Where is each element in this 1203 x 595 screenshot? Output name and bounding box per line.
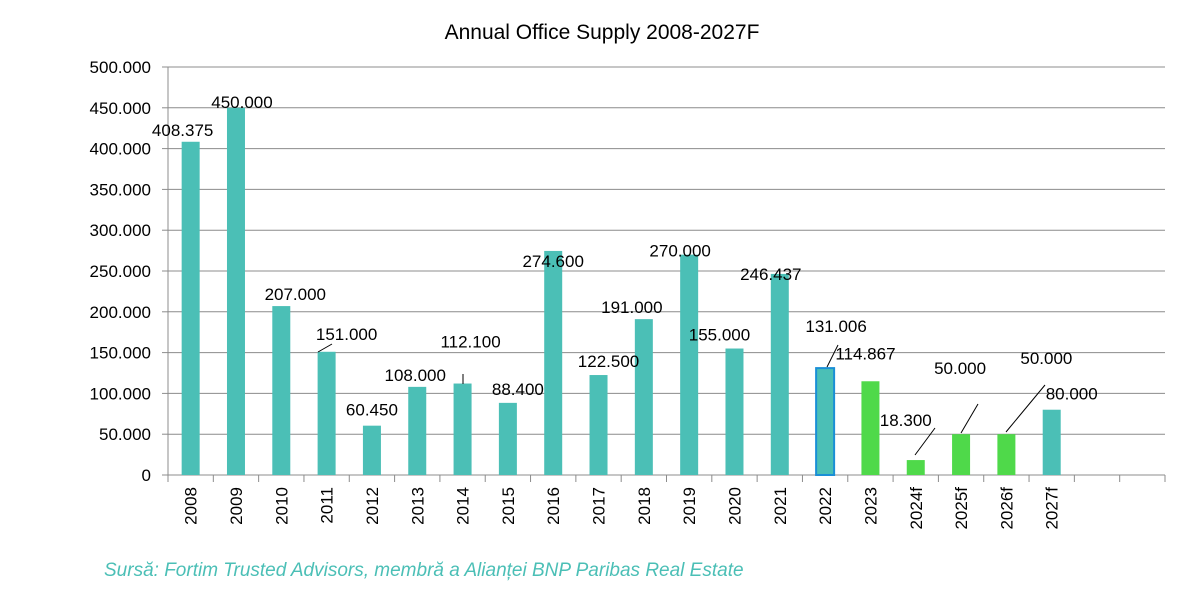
bar-2023 bbox=[861, 381, 880, 475]
bar-2021 bbox=[770, 273, 789, 475]
y-tick-label: 450.000 bbox=[90, 99, 151, 118]
bar-2009 bbox=[226, 107, 245, 476]
x-tick-label: 2015 bbox=[499, 487, 518, 525]
bars bbox=[181, 107, 1061, 476]
bar-2012 bbox=[362, 425, 381, 475]
data-label: 191.000 bbox=[601, 298, 662, 317]
data-label: 274.600 bbox=[522, 252, 583, 271]
y-tick-label: 100.000 bbox=[90, 384, 151, 403]
data-label: 60.450 bbox=[346, 401, 398, 420]
x-tick-label: 2009 bbox=[227, 487, 246, 525]
y-tick-label: 0 bbox=[142, 466, 151, 485]
y-tick-label: 400.000 bbox=[90, 140, 151, 159]
axes bbox=[162, 66, 1166, 482]
data-label: 246.437 bbox=[740, 265, 801, 284]
data-label: 112.100 bbox=[440, 333, 500, 352]
x-tick-label: 2022 bbox=[816, 487, 835, 525]
label-leader-lines bbox=[317, 343, 1046, 456]
x-tick-label: 2016 bbox=[544, 487, 563, 525]
chart-title: Annual Office Supply 2008-2027F bbox=[445, 21, 760, 44]
x-tick-label: 2019 bbox=[680, 487, 699, 525]
bar-2010 bbox=[272, 306, 291, 475]
bar-2027f bbox=[1042, 409, 1061, 475]
y-tick-labels: 0 50.000 100.000 150.000 200.000 250.000 300.0… bbox=[90, 58, 151, 485]
bar-2008 bbox=[181, 141, 200, 476]
data-label: 408.375 bbox=[152, 121, 213, 140]
x-tick-label: 2025f bbox=[952, 487, 971, 530]
x-tick-label: 2013 bbox=[408, 487, 427, 525]
x-tick-label: 2027f bbox=[1043, 487, 1062, 530]
x-tick-label: 2024f bbox=[907, 487, 926, 530]
y-tick-label: 350.000 bbox=[90, 180, 151, 199]
leader-line bbox=[317, 343, 333, 353]
x-tick-label: 2018 bbox=[635, 487, 654, 525]
bar-2026f bbox=[997, 434, 1016, 475]
y-tick-label: 500.000 bbox=[90, 58, 151, 77]
x-tick-label: 2023 bbox=[861, 487, 880, 525]
data-label: 108.000 bbox=[385, 366, 446, 385]
bar-2019 bbox=[680, 254, 699, 475]
x-tick-label: 2014 bbox=[454, 487, 473, 525]
data-label: 114.867 bbox=[835, 344, 895, 363]
bar-2017 bbox=[589, 375, 608, 475]
bar-2024f bbox=[906, 460, 925, 475]
x-tick-labels: 2008 2009 2010 2011 2012 2013 2014 2015 2016 2017… bbox=[182, 487, 1062, 530]
data-label: 18.300 bbox=[880, 411, 932, 430]
data-label: 450.000 bbox=[211, 93, 272, 112]
data-label: 207.000 bbox=[265, 285, 326, 304]
data-label: 270.000 bbox=[649, 242, 710, 261]
leader-line bbox=[826, 344, 839, 368]
x-tick-label: 2017 bbox=[590, 487, 609, 525]
y-tick-label: 150.000 bbox=[90, 344, 151, 363]
bar-2013 bbox=[408, 386, 427, 475]
bar-2016 bbox=[544, 250, 563, 475]
data-label: 88.400 bbox=[492, 380, 544, 399]
source-note: Sursă: Fortim Trusted Advisors, membră a… bbox=[104, 560, 744, 581]
data-label: 50.000 bbox=[934, 359, 986, 378]
bar-2025f bbox=[952, 434, 971, 475]
x-tick-label: 2011 bbox=[318, 487, 337, 524]
x-tick-label: 2020 bbox=[725, 487, 744, 525]
x-tick-label: 2026f bbox=[997, 487, 1016, 530]
data-label: 131.006 bbox=[805, 317, 866, 336]
x-tick-label: 2010 bbox=[272, 487, 291, 525]
x-tick-label: 2021 bbox=[771, 487, 790, 525]
y-tick-label: 300.000 bbox=[90, 221, 151, 240]
bar-2018 bbox=[634, 319, 653, 475]
x-tick-label: 2012 bbox=[363, 487, 382, 525]
gridlines bbox=[168, 66, 1165, 476]
data-labels: 408.375 450.000 207.000 151.000 60.450 108.00… bbox=[152, 93, 1098, 430]
data-label: 50.000 bbox=[1020, 349, 1072, 368]
data-label: 122.500 bbox=[578, 352, 639, 371]
leader-line bbox=[1005, 384, 1046, 433]
data-label: 155.000 bbox=[689, 326, 750, 345]
y-tick-label: 250.000 bbox=[90, 262, 151, 281]
bar-2020 bbox=[725, 348, 744, 475]
bar-2014 bbox=[453, 383, 472, 475]
leader-line bbox=[914, 427, 936, 456]
leader-line bbox=[960, 403, 979, 434]
data-label: 151.000 bbox=[316, 325, 377, 344]
bar-2011 bbox=[317, 351, 336, 475]
x-tick-label: 2008 bbox=[182, 487, 201, 525]
y-tick-label: 200.000 bbox=[90, 303, 151, 322]
bar-2022 bbox=[815, 367, 836, 476]
bar-2015 bbox=[498, 402, 517, 475]
y-tick-label: 50.000 bbox=[99, 425, 151, 444]
data-label: 80.000 bbox=[1046, 385, 1098, 404]
